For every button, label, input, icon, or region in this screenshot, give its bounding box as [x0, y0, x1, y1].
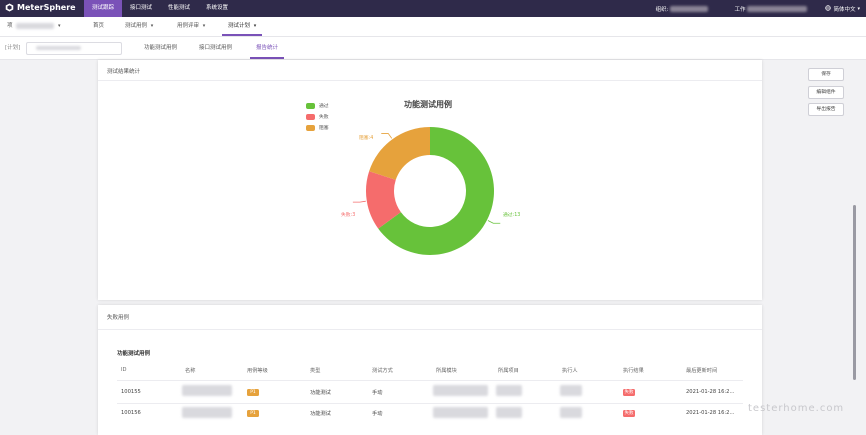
col-priority[interactable]: 用例等级 — [247, 368, 268, 374]
result-badge: 失败 — [623, 410, 635, 417]
col-name[interactable]: 名称 — [185, 368, 196, 374]
chart-title: 功能测试用例 — [404, 100, 452, 109]
legend-swatch-blocked — [306, 124, 315, 131]
plan-name-blur — [36, 46, 81, 50]
subnav-test-cases[interactable]: 测试用例 ▾ — [125, 23, 154, 29]
col-result[interactable]: 执行结果 — [623, 368, 644, 374]
app-logo[interactable]: MeterSphere — [5, 3, 76, 12]
subnav-test-plan[interactable]: 测试计划 ▾ — [222, 17, 263, 36]
workspace-name-redacted — [747, 5, 808, 12]
col-updated[interactable]: 最后更新时间 — [686, 368, 718, 374]
globe-icon — [825, 4, 832, 13]
subnav-case-review[interactable]: 用例评审 ▾ — [177, 23, 206, 29]
col-id[interactable]: ID — [121, 367, 127, 373]
edit-components-button[interactable]: 编辑组件 — [808, 86, 844, 99]
cell-id: 100155 — [121, 389, 141, 395]
legend-swatch-fail — [306, 113, 315, 120]
legend-item-fail[interactable]: 失败 — [306, 111, 329, 122]
export-report-button[interactable]: 导出报告 — [808, 103, 844, 116]
col-executor[interactable]: 执行人 — [562, 368, 578, 374]
cell-executor-redacted — [560, 385, 582, 396]
cell-executor-redacted — [560, 407, 582, 418]
project-name-redacted — [16, 22, 55, 29]
topnav-test-track[interactable]: 测试跟踪 — [84, 0, 123, 17]
cell-project-redacted — [496, 385, 522, 396]
tab-functional-cases[interactable]: 功能测试用例 — [144, 45, 178, 51]
col-type[interactable]: 类型 — [310, 368, 321, 374]
chevron-down-icon: ▾ — [58, 23, 61, 29]
cell-method: 手动 — [372, 390, 383, 396]
result-statistics-title: 测试结果统计 — [107, 69, 141, 75]
slice-label-pass: 通过:13 — [503, 213, 521, 218]
col-project[interactable]: 所属项目 — [498, 368, 519, 374]
page-scrollbar[interactable] — [853, 205, 856, 380]
cell-updated: 2021-01-28 16:2... — [686, 389, 735, 395]
cell-name-redacted — [182, 385, 232, 396]
project-selector[interactable]: 项 ▾ — [7, 22, 61, 29]
chevron-down-icon: ▾ — [202, 23, 206, 29]
chevron-down-icon: ▾ — [150, 23, 154, 29]
cell-type: 功能测试 — [310, 411, 331, 417]
topnav-settings[interactable]: 系统设置 — [206, 5, 229, 11]
sub-navbar: 项 ▾ 首页 测试用例 ▾ 用例评审 ▾ 测试计划 ▾ — [0, 17, 866, 37]
tab-api-cases[interactable]: 接口测试用例 — [199, 45, 233, 51]
cell-project-redacted — [496, 407, 522, 418]
plan-selector[interactable]: [计划] — [5, 45, 21, 51]
result-statistics-card: 测试结果统计 — [98, 60, 762, 300]
row-divider — [117, 403, 743, 404]
top-navbar: MeterSphere 测试跟踪 接口测试 性能测试 系统设置 组织: 工作 简… — [0, 0, 866, 17]
app-name: MeterSphere — [17, 3, 76, 12]
cell-module-redacted — [433, 407, 488, 418]
slice-label-blocked: 阻塞:4 — [359, 136, 374, 141]
priority-badge: P1 — [247, 389, 259, 396]
org-label[interactable]: 组织: — [655, 6, 669, 13]
cell-updated: 2021-01-28 16:2... — [686, 410, 735, 416]
cell-id: 100156 — [121, 410, 141, 416]
card-divider — [98, 80, 762, 81]
priority-badge: P1 — [247, 410, 259, 417]
chart-legend: 通过 失败 阻塞 — [306, 100, 329, 133]
topnav-api-test[interactable]: 接口测试 — [130, 5, 153, 11]
slice-label-fail: 失败:3 — [341, 213, 356, 218]
plan-tabbar: [计划] 功能测试用例 接口测试用例 报告统计 — [0, 37, 866, 60]
table-header-line — [117, 380, 743, 381]
topnav-performance-test[interactable]: 性能测试 — [168, 5, 191, 11]
subnav-home[interactable]: 首页 — [93, 23, 105, 29]
cell-module-redacted — [433, 385, 488, 396]
watermark: testerhome.com — [748, 403, 845, 414]
result-badge: 失败 — [623, 389, 635, 396]
legend-item-blocked[interactable]: 阻塞 — [306, 122, 329, 133]
top-nav: 测试跟踪 接口测试 性能测试 系统设置 — [84, 0, 236, 17]
language-switcher[interactable]: 简体中文 — [833, 6, 856, 13]
workspace-label[interactable]: 工作 — [734, 6, 746, 13]
org-name-redacted — [670, 5, 709, 12]
legend-swatch-pass — [306, 102, 315, 109]
chevron-down-icon: ▾ — [253, 23, 257, 29]
cell-type: 功能测试 — [310, 390, 331, 396]
card-divider — [98, 329, 762, 330]
cell-name-redacted — [182, 407, 232, 418]
topbar-right: 组织: 工作 简体中文 ▾ — [656, 0, 866, 17]
col-method[interactable]: 测试方式 — [372, 368, 393, 374]
chevron-down-icon: ▾ — [857, 5, 860, 12]
cell-method: 手动 — [372, 411, 383, 417]
failed-cases-title: 失败用例 — [107, 315, 130, 321]
table-title: 功能测试用例 — [117, 351, 151, 357]
metersphere-logo-icon — [5, 3, 14, 12]
save-button[interactable]: 保存 — [808, 68, 844, 81]
legend-item-pass[interactable]: 通过 — [306, 100, 329, 111]
col-module[interactable]: 所属模块 — [436, 368, 457, 374]
tab-report-statistics[interactable]: 报告统计 — [250, 37, 285, 59]
